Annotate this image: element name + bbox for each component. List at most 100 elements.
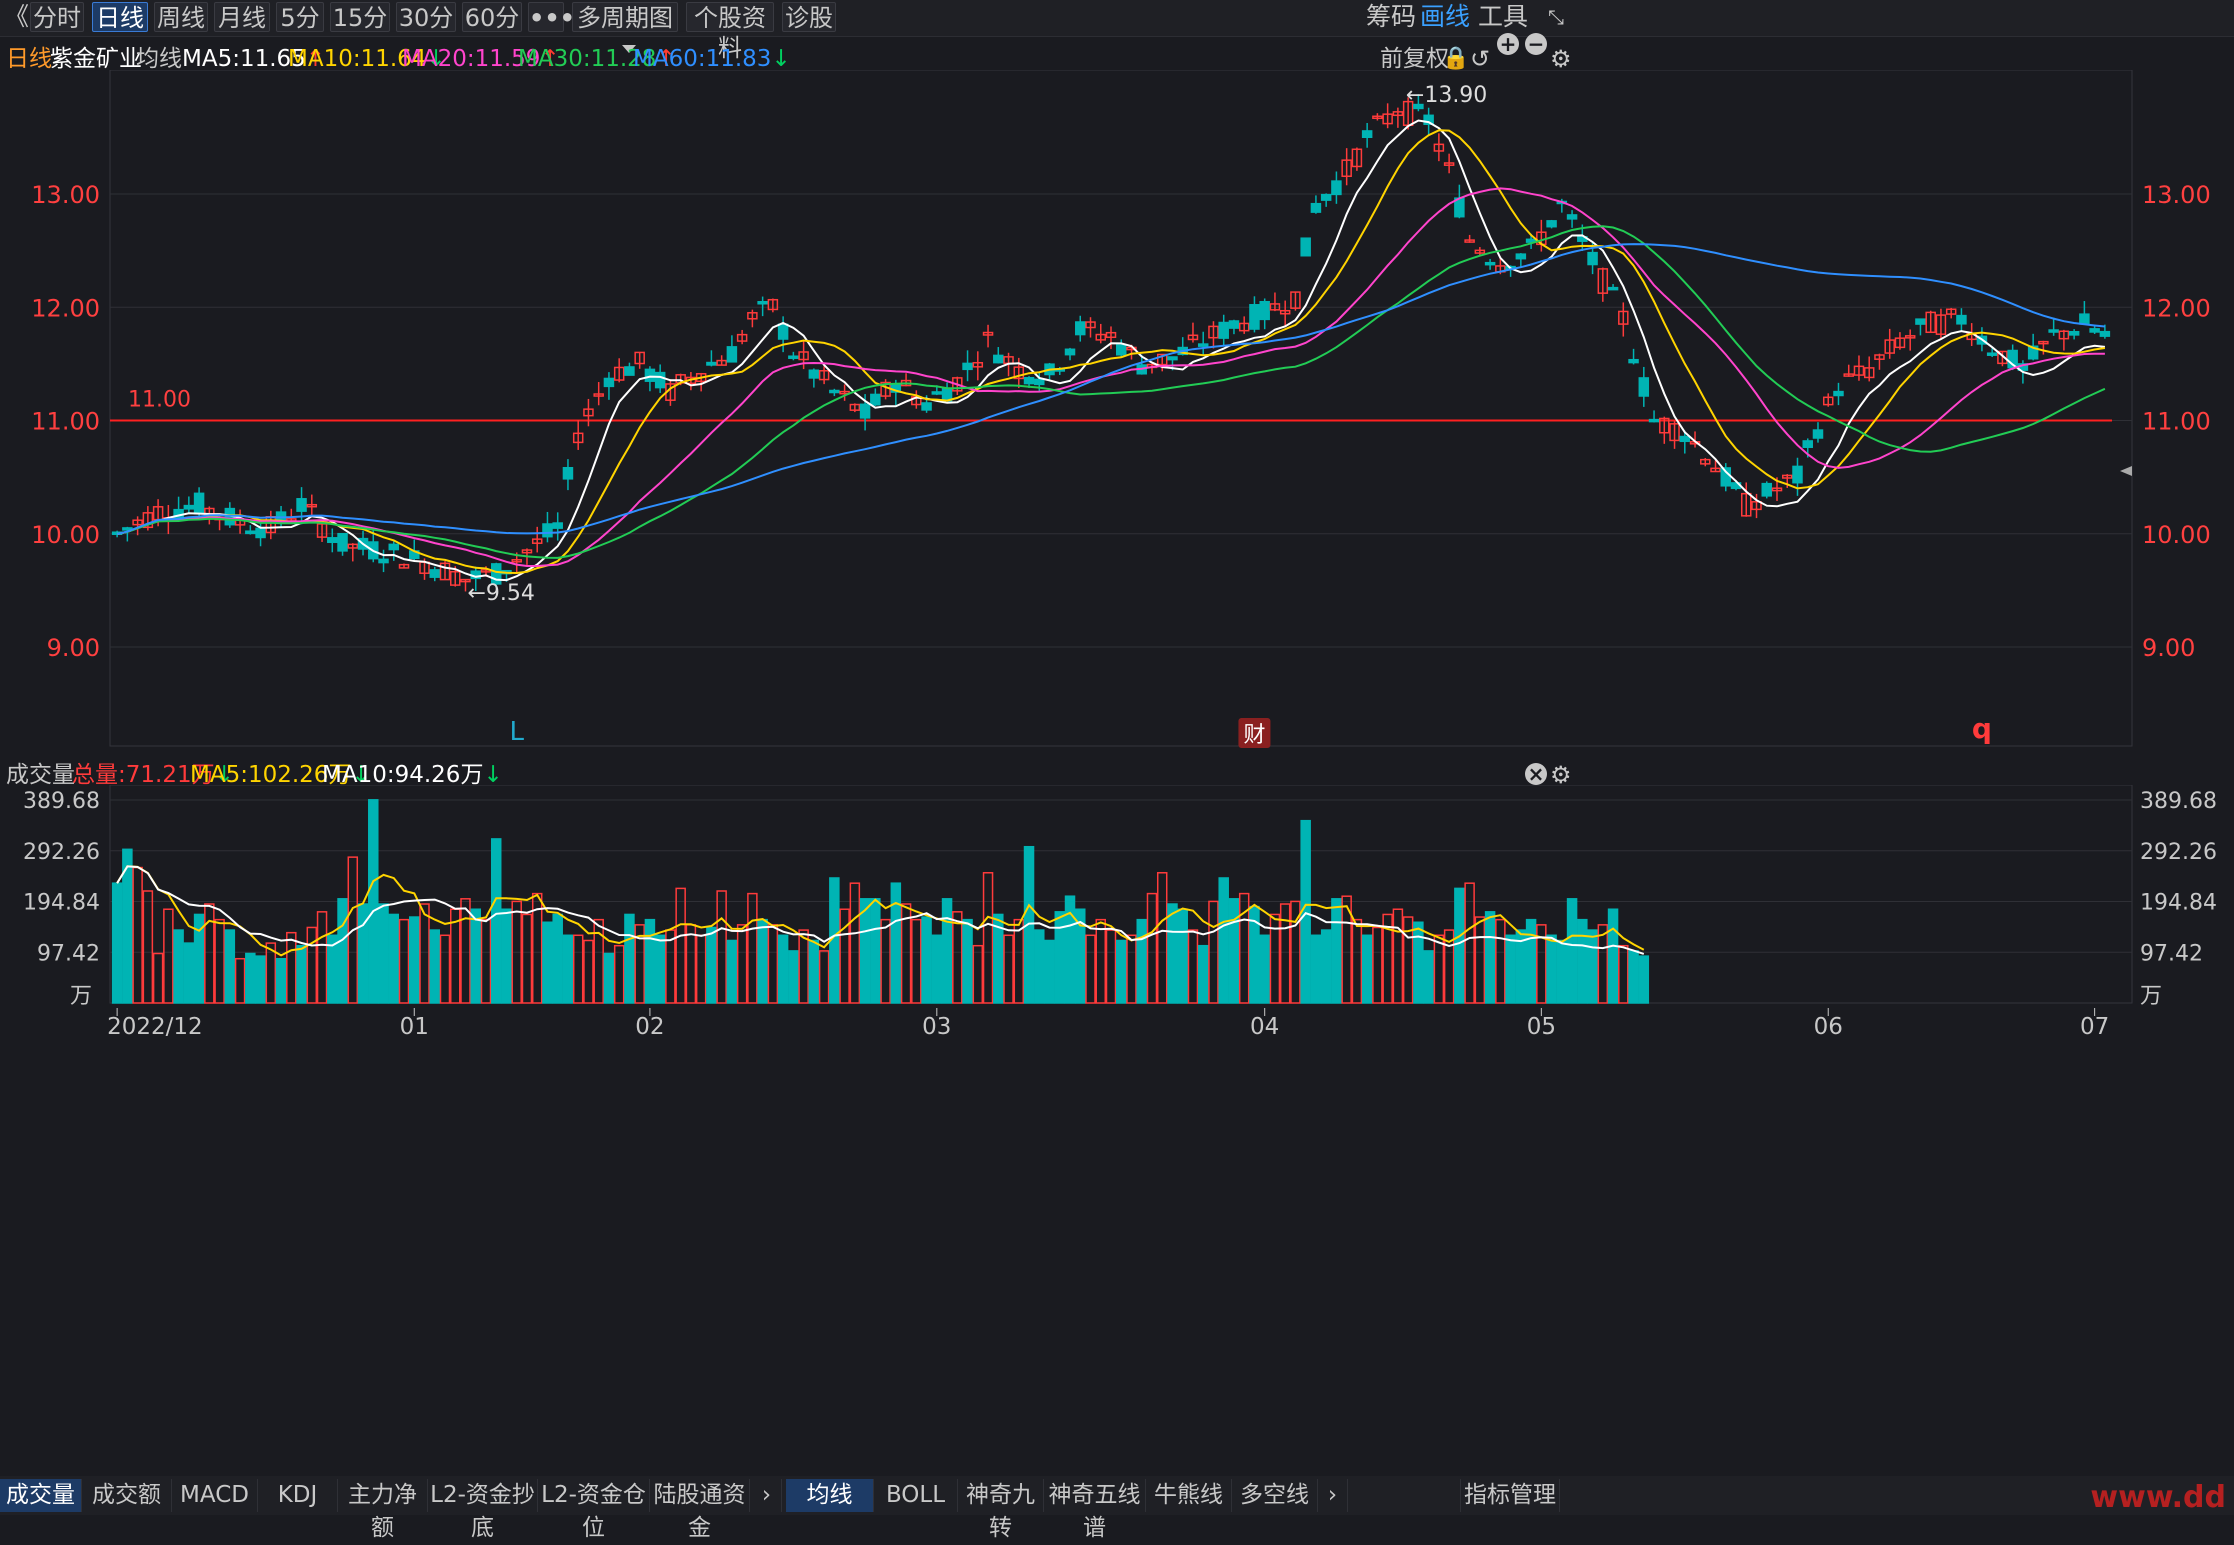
tab-long-short[interactable]: 多空线 <box>1232 1479 1318 1512</box>
chevron-down-icon <box>622 45 636 53</box>
volume-bar <box>275 957 287 1004</box>
volume-bar <box>1238 892 1250 1004</box>
adjust-mode[interactable]: 前复权 <box>1380 46 1449 72</box>
volume-chart[interactable]: 389.68 389.68 292.26 292.26 194.84 194.84 97.4… <box>0 785 2234 1035</box>
tab-turnover[interactable]: 成交额 <box>82 1479 172 1512</box>
volume-bar <box>378 903 389 1004</box>
volume-unit-left: 万 <box>70 984 92 1009</box>
multi-period-dropdown[interactable]: 多周期图 <box>572 2 678 53</box>
candle-body <box>1822 396 1834 406</box>
tab-30min[interactable]: 30分 <box>396 2 456 32</box>
volume-bar <box>1095 918 1107 1004</box>
candle-body <box>613 366 625 381</box>
candle-body <box>654 371 666 389</box>
volume-bar <box>839 908 850 1004</box>
volume-bar <box>388 913 400 1004</box>
candle-body <box>449 570 461 586</box>
candles <box>111 94 2111 592</box>
tab-northbound[interactable]: 陆股通资金 <box>650 1479 750 1541</box>
candle-body <box>1566 214 1578 220</box>
volume-bar <box>726 939 738 1004</box>
candle-body <box>603 377 615 388</box>
undo-icon[interactable]: ↺ <box>1470 45 1491 73</box>
candle-body <box>1034 378 1045 386</box>
tab-l2-position[interactable]: L2-资金仓位 <box>538 1479 650 1541</box>
candle-body <box>1792 465 1803 484</box>
volume-bar <box>706 926 717 1004</box>
tab-fenshi[interactable]: 分时 <box>30 2 84 32</box>
tab-kdj[interactable]: KDJ <box>258 1479 338 1512</box>
tab-l2-bottom[interactable]: L2-资金抄底 <box>428 1479 538 1541</box>
zoom-out-icon[interactable]: − <box>1525 33 1547 55</box>
volume-bar <box>890 882 902 1004</box>
candle-body <box>1310 202 1322 213</box>
volume-bar <box>224 929 236 1004</box>
tab-boll[interactable]: BOLL <box>874 1479 958 1512</box>
volume-bar <box>1413 921 1424 1004</box>
tab-volume[interactable]: 成交量 <box>0 1479 82 1512</box>
volume-bar <box>952 911 963 1004</box>
more-icon[interactable]: ••• <box>528 2 576 32</box>
gear-icon[interactable]: ⚙ <box>1550 761 1572 789</box>
indicator-manage-button[interactable]: 指标管理 <box>1460 1479 1560 1512</box>
volume-bar <box>490 838 502 1004</box>
volume-bar <box>183 942 195 1004</box>
volume-bar <box>1515 929 1527 1004</box>
tab-monthly[interactable]: 月线 <box>214 2 270 32</box>
candle-body <box>296 498 307 512</box>
candle-body <box>788 355 799 359</box>
volume-bar <box>1228 898 1240 1004</box>
candle-body <box>1228 320 1240 329</box>
chevron-right-icon[interactable]: › <box>752 1479 782 1512</box>
tab-macd[interactable]: MACD <box>172 1479 258 1512</box>
fullscreen-icon[interactable]: ⤡ <box>1548 5 1564 29</box>
ma-line-ma30 <box>116 225 2106 559</box>
volume-bar <box>286 931 297 1004</box>
tab-5min[interactable]: 5分 <box>276 2 324 32</box>
price-tick-label-left: 9.00 <box>47 634 100 662</box>
tab-diagnose[interactable]: 诊股 <box>782 2 836 32</box>
back-icon[interactable]: 《 <box>4 2 30 31</box>
tab-daily[interactable]: 日线 <box>92 2 148 32</box>
candle-body <box>327 537 338 544</box>
tab-bull-bear[interactable]: 牛熊线 <box>1146 1479 1232 1512</box>
zoom-in-icon[interactable]: + <box>1497 33 1519 55</box>
draw-line-button[interactable]: 画线 <box>1420 2 1471 31</box>
chip-button[interactable]: 筹码 <box>1366 2 1417 31</box>
ma-label[interactable]: 均线 <box>136 46 182 72</box>
tab-60min[interactable]: 60分 <box>462 2 522 32</box>
tab-magic-nine[interactable]: 神奇九转 <box>958 1479 1044 1541</box>
volume-bar <box>634 924 645 1004</box>
volume-bar <box>583 939 594 1004</box>
tools-dropdown[interactable]: 工具 <box>1478 2 1528 32</box>
chevron-right-icon[interactable]: › <box>1318 1479 1348 1512</box>
candle-body <box>1669 423 1680 442</box>
volume-bar <box>1146 892 1158 1004</box>
lock-icon[interactable]: 🔒 <box>1442 46 1470 71</box>
tab-15min[interactable]: 15分 <box>330 2 390 32</box>
tab-main-net[interactable]: 主力净额 <box>338 1479 428 1541</box>
volume-bar <box>1525 918 1537 1004</box>
close-icon[interactable]: × <box>1525 763 1547 785</box>
volume-bar <box>193 913 205 1004</box>
gear-icon[interactable]: ⚙ <box>1550 45 1572 73</box>
volume-bar <box>716 890 727 1004</box>
candle-body <box>1279 309 1291 315</box>
price-chart[interactable]: 13.00 13.00 12.00 12.00 11.00 11.00 10.00 10.00… <box>0 70 2234 760</box>
candle-body <box>429 569 441 578</box>
volume-bar <box>163 908 174 1004</box>
volume-bar <box>1105 929 1117 1004</box>
candle-body <box>1259 300 1270 321</box>
tab-stock-info[interactable]: 个股资料 <box>686 2 774 62</box>
tab-ma[interactable]: 均线 <box>786 1479 874 1512</box>
volume-bar <box>962 918 973 1004</box>
candle-body <box>1874 354 1885 360</box>
volume-tick-label-right: 292.26 <box>2140 840 2217 865</box>
price-tick-label-right: 11.00 <box>2142 408 2211 436</box>
tab-magic-five[interactable]: 神奇五线谱 <box>1044 1479 1146 1541</box>
candle-body <box>1945 308 1957 315</box>
tab-weekly[interactable]: 周线 <box>154 2 208 32</box>
volume-bar <box>1034 929 1045 1004</box>
candle-body <box>1105 331 1117 339</box>
volume-ma10-line <box>116 865 1645 955</box>
